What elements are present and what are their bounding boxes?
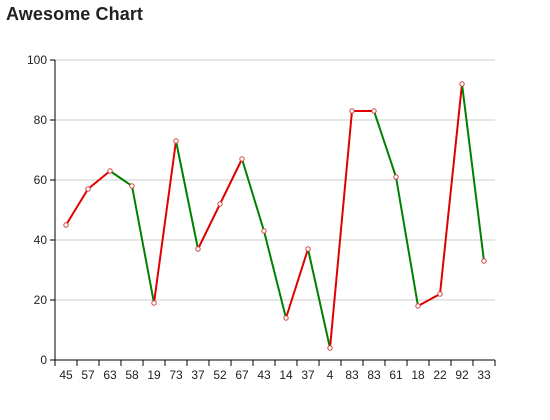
data-point — [305, 246, 311, 252]
line-segment — [109, 170, 133, 187]
chart-title: Awesome Chart — [6, 4, 144, 24]
y-tick-label: 60 — [34, 173, 48, 187]
x-tick-label: 22 — [433, 368, 447, 382]
data-point — [393, 174, 399, 180]
data-point — [85, 186, 91, 192]
line-segment — [175, 140, 199, 250]
data-point — [151, 300, 157, 306]
data-point — [217, 201, 223, 207]
x-tick-label: 18 — [411, 368, 425, 382]
x-tick-label: 57 — [81, 368, 95, 382]
data-point — [239, 156, 245, 162]
line-segment — [461, 83, 485, 262]
x-tick-label: 83 — [345, 368, 359, 382]
data-point — [63, 222, 69, 228]
x-tick-label: 4 — [327, 368, 334, 382]
x-tick-label: 43 — [257, 368, 271, 382]
line-segment — [439, 83, 463, 295]
y-tick-label: 20 — [34, 293, 48, 307]
x-tick-label: 37 — [191, 368, 205, 382]
series-line — [65, 83, 485, 349]
data-point — [371, 108, 377, 114]
line-segment — [65, 188, 89, 226]
x-tick-label: 61 — [389, 368, 403, 382]
x-tick-label: 83 — [367, 368, 381, 382]
y-tick-label: 40 — [34, 233, 48, 247]
line-segment — [417, 293, 441, 307]
line-segment — [285, 248, 309, 319]
line-segment — [329, 110, 353, 349]
line-segment — [87, 170, 111, 190]
data-point — [173, 138, 179, 144]
data-point — [261, 228, 267, 234]
line-segment — [263, 230, 287, 319]
line-segment — [307, 248, 331, 349]
line-segment — [373, 110, 397, 178]
data-points — [63, 81, 487, 351]
y-tick-label: 0 — [40, 353, 47, 367]
line-segment — [131, 185, 155, 304]
data-point — [195, 246, 201, 252]
line-segment — [395, 176, 419, 307]
x-tick-label: 37 — [301, 368, 315, 382]
gridlines — [55, 59, 495, 301]
line-segment — [153, 140, 177, 304]
x-tick-label: 67 — [235, 368, 249, 382]
x-tick-label: 73 — [169, 368, 183, 382]
line-segment — [219, 158, 243, 205]
data-point — [107, 168, 113, 174]
data-point — [415, 303, 421, 309]
line-segment — [241, 158, 265, 232]
x-tick-label: 33 — [477, 368, 491, 382]
x-tick-label: 19 — [147, 368, 161, 382]
x-tick-label: 14 — [279, 368, 293, 382]
data-point — [459, 81, 465, 87]
data-point — [349, 108, 355, 114]
data-point — [327, 345, 333, 351]
data-point — [129, 183, 135, 189]
x-tick-label: 63 — [103, 368, 117, 382]
x-tick-label: 45 — [59, 368, 73, 382]
data-point — [481, 258, 487, 264]
tick-labels: 0 20 40 60 80 100 45 57 63 58 19 73 37 52 67 43 14 37 4 83 8… — [27, 53, 491, 382]
x-tick-label: 52 — [213, 368, 227, 382]
line-segment — [197, 203, 221, 250]
data-point — [437, 291, 443, 297]
x-tick-label: 92 — [455, 368, 469, 382]
x-tick-label: 58 — [125, 368, 139, 382]
y-tick-label: 80 — [34, 113, 48, 127]
y-tick-label: 100 — [27, 53, 47, 67]
data-point — [283, 315, 289, 321]
axes — [50, 59, 496, 366]
